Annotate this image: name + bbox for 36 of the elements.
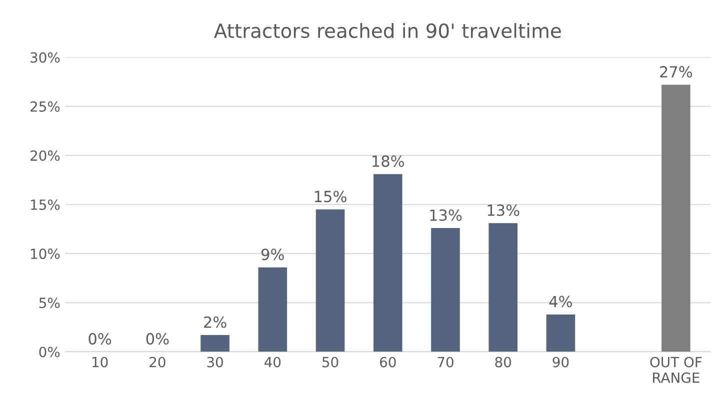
data-label: 13% xyxy=(430,209,462,221)
bar xyxy=(546,314,576,352)
y-tick-label: 15% xyxy=(31,199,60,210)
y-tick-label: 10% xyxy=(31,248,60,260)
x-tick-label: 30 xyxy=(207,356,223,368)
y-tick-label: 5% xyxy=(39,298,60,308)
bar xyxy=(488,223,518,352)
x-tick-label: 70 xyxy=(438,356,454,368)
x-tick-label: 10 xyxy=(92,356,108,368)
data-label: 0% xyxy=(88,333,112,345)
data-label: 4% xyxy=(549,296,572,308)
bar xyxy=(316,209,345,352)
data-label: 18% xyxy=(372,155,404,167)
data-label: 9% xyxy=(261,248,284,260)
chart-title: Attractors reached in 90' traveltime xyxy=(214,23,561,38)
data-label: 2% xyxy=(204,316,226,328)
y-tick-label: 30% xyxy=(30,52,60,63)
x-tick-label: OUT OF RANGE xyxy=(650,356,702,383)
x-tick-label: 50 xyxy=(322,356,338,368)
x-tick-label: 40 xyxy=(264,356,281,368)
x-tick-label: 60 xyxy=(380,356,396,368)
data-label: 0% xyxy=(146,333,169,345)
y-tick-label: 25% xyxy=(30,101,60,112)
data-label: 15% xyxy=(314,190,346,202)
x-tick-label: 20 xyxy=(150,356,166,368)
data-label: 13% xyxy=(488,204,520,216)
bar xyxy=(373,174,402,352)
bar xyxy=(662,84,690,352)
bar xyxy=(258,267,288,352)
y-tick-label: 20% xyxy=(30,150,60,161)
data-label: 27% xyxy=(660,66,692,78)
bar xyxy=(431,228,460,352)
y-tick-label: 0% xyxy=(39,346,60,358)
x-tick-label: 80 xyxy=(495,356,512,368)
bar xyxy=(200,335,230,352)
x-tick-label: 90 xyxy=(552,356,569,368)
